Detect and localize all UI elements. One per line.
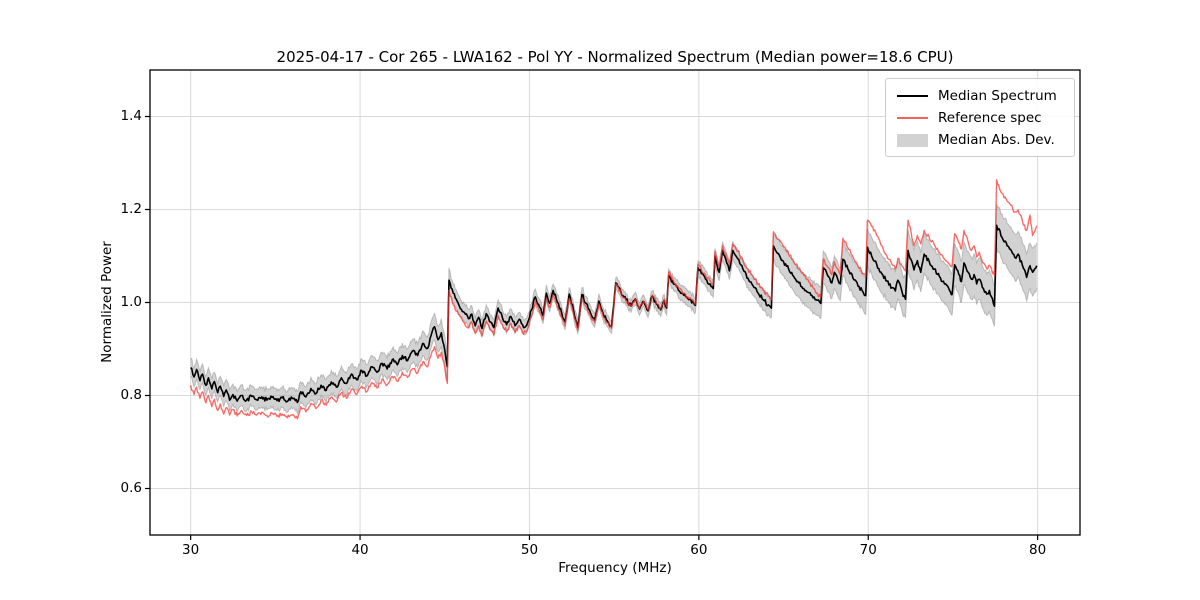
x-tick-label: 60 bbox=[690, 542, 708, 558]
median-line-swatch bbox=[897, 95, 928, 97]
x-tick-label: 80 bbox=[1029, 542, 1047, 558]
chart-title: 2025-04-17 - Cor 265 - LWA162 - Pol YY -… bbox=[276, 48, 954, 66]
y-tick-label: 1.2 bbox=[120, 201, 142, 217]
legend-item-median-spectrum: Median Spectrum bbox=[886, 85, 1074, 107]
legend-item-reference-spec: Reference spec bbox=[886, 107, 1074, 129]
y-tick-label: 1.4 bbox=[120, 108, 142, 124]
x-tick-label: 30 bbox=[182, 542, 200, 558]
mad-band-swatch bbox=[897, 133, 928, 147]
x-tick-label: 40 bbox=[351, 542, 369, 558]
legend-label-median-spectrum: Median Spectrum bbox=[938, 88, 1057, 104]
legend-item-median-abs-dev: Median Abs. Dev. bbox=[886, 129, 1074, 151]
x-tick-label: 70 bbox=[859, 542, 877, 558]
legend-label-median-abs-dev: Median Abs. Dev. bbox=[938, 132, 1055, 148]
y-tick-label: 0.6 bbox=[120, 480, 142, 496]
legend: Median Spectrum Reference spec Median Ab… bbox=[885, 78, 1075, 157]
x-axis-label: Frequency (MHz) bbox=[558, 560, 672, 576]
legend-label-reference-spec: Reference spec bbox=[938, 110, 1042, 126]
y-tick-label: 0.8 bbox=[120, 387, 142, 403]
y-tick-label: 1.0 bbox=[120, 294, 142, 310]
x-tick-label: 50 bbox=[520, 542, 539, 558]
reference-line-swatch bbox=[897, 117, 928, 119]
